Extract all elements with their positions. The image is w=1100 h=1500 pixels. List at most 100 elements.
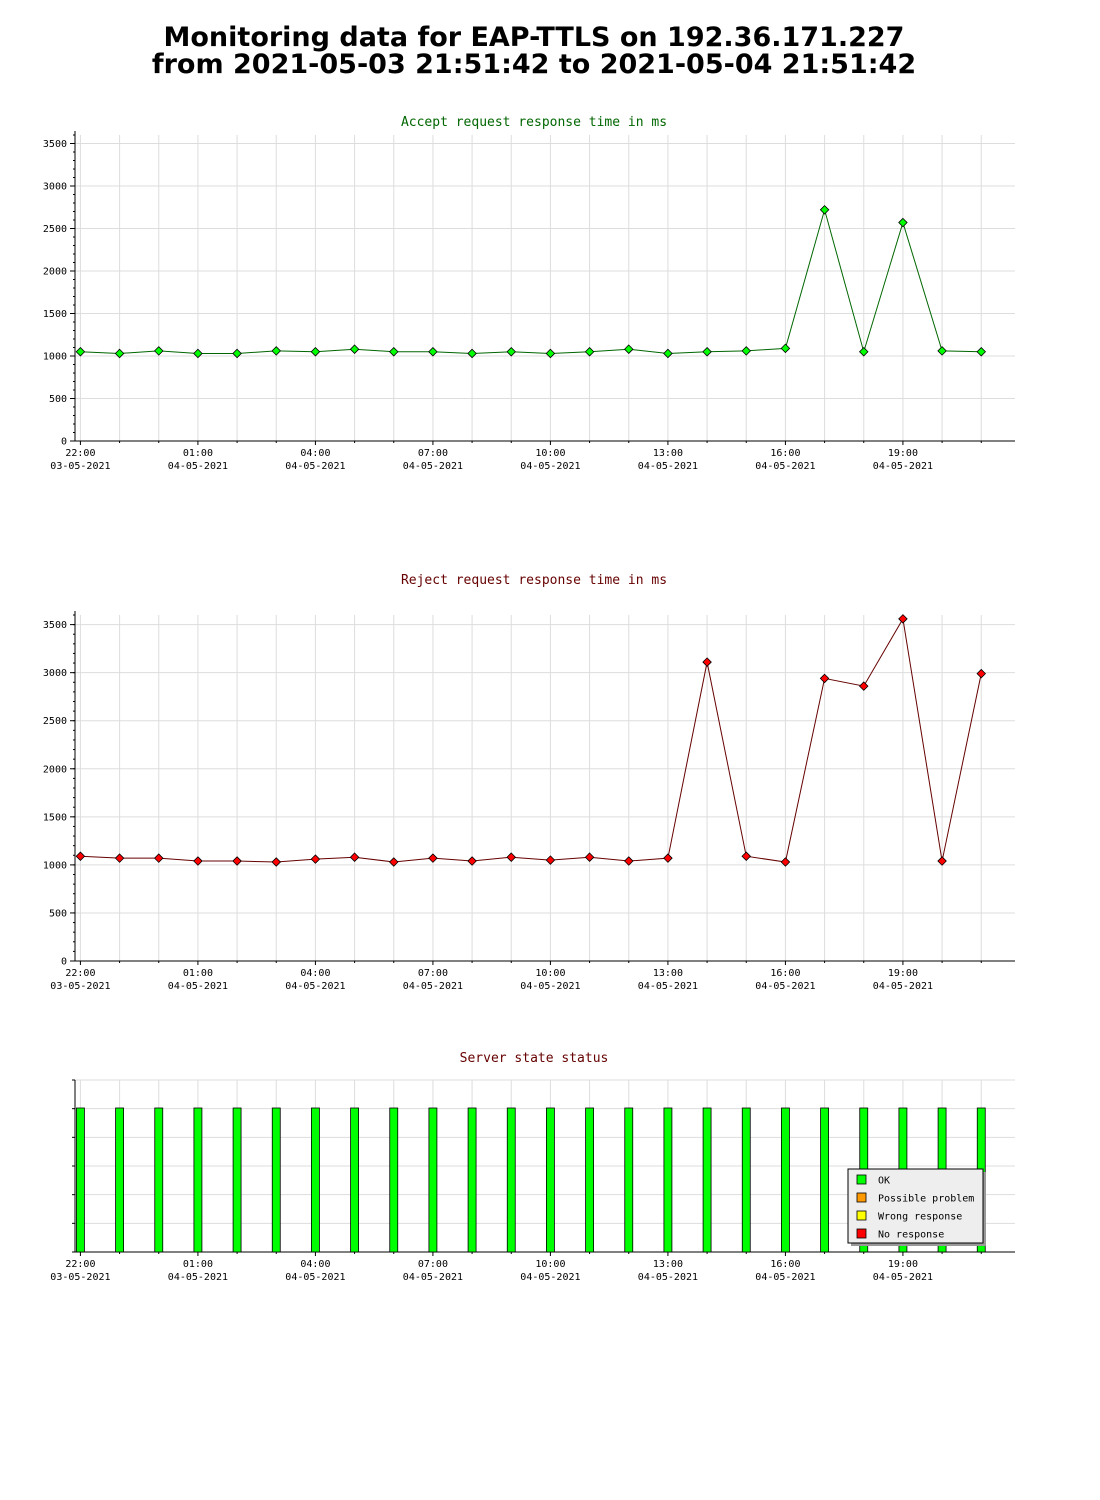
data-point [741, 346, 752, 356]
data-point [819, 205, 830, 215]
status-bar [585, 1107, 594, 1253]
data-point [623, 344, 634, 354]
legend-label: No response [878, 1230, 944, 1241]
x-tick-label-time: 19:00 [888, 1259, 918, 1270]
y-tick-label: 0 [61, 957, 67, 968]
x-tick-label-time: 07:00 [418, 1259, 448, 1270]
y-tick-label: 1500 [43, 812, 67, 823]
data-point [310, 854, 321, 864]
status-bar [76, 1107, 85, 1253]
data-point [898, 614, 908, 624]
data-point [663, 853, 673, 863]
data-point [388, 346, 399, 357]
data-point [780, 857, 791, 867]
data-point [153, 346, 164, 356]
x-tick-label-time: 04:00 [300, 448, 330, 459]
y-tick-label: 1500 [43, 309, 67, 320]
x-tick-label-date: 04-05-2021 [755, 981, 815, 992]
x-tick-label-date: 04-05-2021 [285, 461, 345, 472]
y-tick-label: 2500 [43, 224, 67, 235]
status-bar [624, 1107, 634, 1253]
x-tick-label-time: 10:00 [535, 968, 565, 979]
x-tick-label-time: 22:00 [65, 448, 95, 459]
x-tick-label-time: 13:00 [653, 448, 683, 459]
y-tick-label: 1000 [43, 860, 67, 871]
data-point [428, 853, 438, 863]
legend-box [847, 1168, 984, 1244]
x-tick-label-time: 10:00 [535, 1259, 565, 1270]
y-tick-label: 2000 [43, 764, 67, 775]
page-title: Monitoring data for EAP-TTLS on 192.36.1… [0, 24, 1068, 78]
data-point [75, 346, 86, 357]
legend-label: Possible problem [878, 1194, 974, 1205]
legend-swatch [856, 1228, 867, 1239]
data-point [545, 855, 556, 865]
data-point [506, 852, 517, 862]
x-tick-label-time: 19:00 [888, 448, 918, 459]
x-tick-label-date: 04-05-2021 [403, 461, 463, 472]
data-point [819, 673, 830, 684]
y-tick-label: 3500 [43, 139, 67, 150]
y-tick-label: 3500 [43, 620, 67, 631]
data-point [858, 346, 869, 357]
y-tick-label: 0 [61, 437, 67, 448]
y-tick-label: 2000 [43, 267, 67, 278]
chart-title: Reject request response time in ms [401, 573, 667, 588]
x-tick-label-date: 04-05-2021 [403, 1272, 463, 1283]
x-tick-label-time: 22:00 [65, 1259, 95, 1270]
x-tick-label-date: 04-05-2021 [403, 981, 463, 992]
chart-title: Server state status [460, 1051, 609, 1066]
data-point [232, 348, 242, 359]
status-bar [428, 1107, 438, 1253]
x-tick-label-time: 01:00 [183, 448, 213, 459]
legend-swatch [856, 1174, 867, 1185]
series-line [80, 617, 982, 863]
x-tick-label-time: 13:00 [653, 968, 683, 979]
status-bar [389, 1107, 399, 1253]
data-point [193, 856, 203, 866]
reject-response-time-chart: Reject request response time in ms 0 500 10… [43, 573, 1015, 992]
server-state-status-chart: Server state status 22:00 03-05-2021 01:00 0… [50, 1051, 1015, 1283]
data-point [937, 346, 947, 356]
status-bar [350, 1107, 359, 1253]
data-point [702, 346, 712, 357]
x-tick-label-date: 04-05-2021 [520, 461, 580, 472]
data-point [467, 348, 477, 359]
data-point [349, 852, 360, 862]
data-point [271, 857, 282, 867]
chart-title: Accept request response time in ms [401, 115, 667, 130]
status-bar [820, 1107, 829, 1253]
x-tick-label-date: 04-05-2021 [638, 981, 698, 992]
data-point [232, 856, 242, 866]
status-bar [741, 1107, 751, 1253]
data-point [506, 346, 517, 357]
x-tick-label-date: 04-05-2021 [168, 461, 228, 472]
data-point [623, 856, 634, 866]
x-tick-label-date: 04-05-2021 [520, 981, 580, 992]
data-point [584, 852, 595, 862]
data-point [702, 657, 712, 667]
x-tick-label-date: 03-05-2021 [50, 981, 110, 992]
x-tick-label-time: 10:00 [535, 448, 565, 459]
status-bar [781, 1107, 790, 1253]
y-tick-label: 3000 [43, 182, 67, 193]
status-bar [702, 1107, 712, 1253]
y-tick-label: 500 [49, 908, 67, 919]
x-tick-label-date: 04-05-2021 [873, 981, 933, 992]
status-bar [546, 1107, 555, 1253]
legend-swatch [856, 1192, 867, 1203]
page-title-line-1: Monitoring data for EAP-TTLS on 192.36.1… [163, 22, 905, 53]
data-point [976, 346, 987, 357]
data-point [75, 851, 86, 862]
x-tick-label-date: 04-05-2021 [638, 461, 698, 472]
data-point [467, 856, 477, 866]
legend-label: OK [878, 1176, 890, 1187]
x-tick-label-time: 07:00 [418, 448, 448, 459]
x-tick-label-date: 03-05-2021 [50, 461, 110, 472]
data-point [310, 346, 321, 357]
data-point [937, 856, 947, 866]
x-tick-label-date: 04-05-2021 [168, 981, 228, 992]
status-bar [115, 1107, 124, 1253]
x-tick-label-date: 03-05-2021 [50, 1272, 110, 1283]
x-tick-label-time: 19:00 [888, 968, 918, 979]
